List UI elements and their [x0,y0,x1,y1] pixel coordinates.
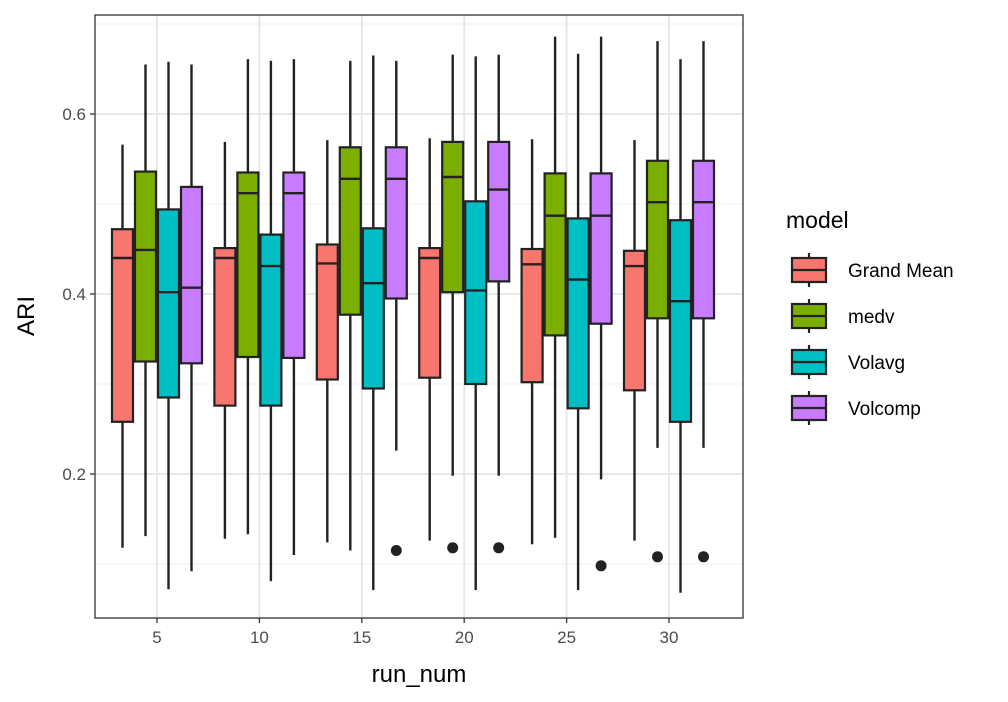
box-body [179,185,204,365]
box-medv-15 [338,60,362,551]
box-body [668,219,693,423]
x-tick-label: 10 [250,628,269,647]
y-axis-title: ARI [13,296,40,336]
box-grand-mean-5 [110,144,135,548]
box-medv-20 [441,54,465,554]
y-tick-label: 0.2 [62,465,86,484]
box-volcomp-20 [487,54,511,554]
outlier-point [595,560,607,572]
box-volavg-10 [259,60,283,582]
box-body [543,172,567,337]
x-tick-label: 30 [660,628,679,647]
box-medv-10 [236,59,260,535]
box-body [464,200,488,386]
box-volavg-25 [566,53,590,591]
outlier-point [447,542,459,554]
box-body [236,171,260,359]
x-tick-label: 5 [152,628,161,647]
box-grand-mean-30 [622,140,647,541]
box-volcomp-25 [589,36,613,572]
outlier-point [652,551,663,563]
outlier-point [698,551,709,563]
legend-title: model [786,207,849,233]
box-body [487,140,511,283]
box-medv-30 [645,41,670,563]
x-axis-title: run_num [372,661,467,688]
legend-label: medv [848,307,895,328]
box-body [520,247,544,384]
legend: model Grand Mean medv Volavg Volcomp [786,207,954,425]
box-body [384,146,408,300]
box-body [338,146,362,316]
box-body [110,228,135,423]
legend-item-volcomp: Volcomp [790,391,921,425]
box-body [133,170,158,363]
x-tick-label: 20 [455,628,474,647]
box-body [441,140,465,294]
x-tick-label: 15 [352,628,371,647]
box-volavg-15 [361,55,385,591]
box-body [156,208,181,399]
box-volavg-5 [156,61,181,590]
legend-label: Grand Mean [848,261,954,282]
box-body [645,159,670,320]
x-tick-label: 25 [557,628,576,647]
box-grand-mean-20 [418,138,442,541]
axes: 0.2 0.4 0.6 5 10 15 20 25 30 [62,105,678,647]
box-body [589,172,613,325]
y-tick-label: 0.6 [62,105,86,124]
box-medv-5 [133,64,158,537]
legend-label: Volcomp [848,399,921,420]
legend-label: Volavg [848,353,905,374]
box-grand-mean-10 [213,141,237,539]
y-tick-label: 0.4 [62,285,86,304]
box-body [282,171,306,359]
box-body [259,233,283,407]
box-volcomp-30 [691,41,716,563]
box-medv-25 [543,36,567,538]
box-volcomp-15 [384,60,408,556]
box-body [361,227,385,390]
legend-item-volavg: Volavg [790,345,905,379]
box-volavg-30 [668,59,693,593]
box-body [622,249,647,392]
legend-item-grand-mean: Grand Mean [790,253,954,287]
box-body [213,247,237,407]
box-body [566,217,590,410]
box-grand-mean-15 [315,140,339,543]
legend-item-medv: medv [790,299,895,333]
box-body [315,243,339,381]
box-volcomp-5 [179,64,204,572]
box-body [418,247,442,379]
box-grand-mean-25 [520,139,544,545]
box-volavg-20 [464,56,488,591]
box-body [691,159,716,320]
boxes [110,36,716,593]
panel-border [94,14,744,619]
outlier-point [390,545,402,556]
outlier-point [493,542,505,554]
box-volcomp-10 [282,59,306,555]
